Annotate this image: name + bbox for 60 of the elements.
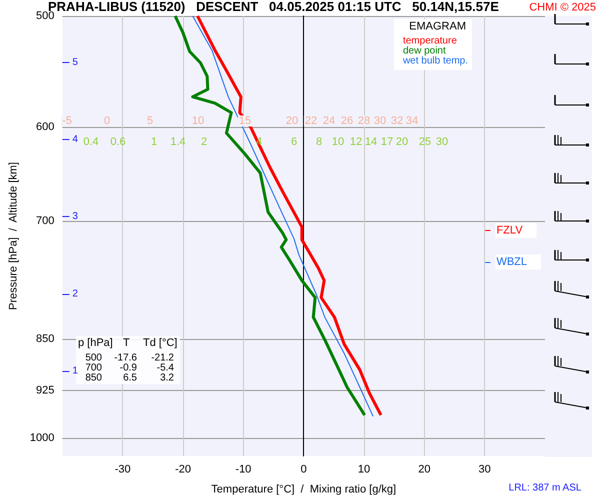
text: 850 6.5 3.2 [85, 372, 174, 384]
annotation: 20 [286, 115, 298, 127]
annotation: 0.4 [83, 136, 99, 148]
y-tick-label: 500 [36, 10, 54, 22]
annotation: 15 [238, 115, 252, 127]
annotation: 6 [290, 136, 298, 148]
annotation: 10 [192, 115, 204, 127]
ref-line-label: WBZL [496, 256, 528, 268]
text: wet bulb temp. [402, 56, 468, 66]
text: LRL: 387 m ASL [508, 482, 582, 494]
annotation: 30 [436, 136, 448, 148]
text: dew point [402, 46, 446, 56]
y-tick-label: 925 [36, 384, 54, 397]
y-tick-label: 700 [36, 214, 54, 227]
y-axis-title: Pressure [hPa] / Altitude [km] [8, 162, 20, 310]
annotation: -5 [62, 115, 72, 127]
x-axis-title: Temperature [°C] / Mixing ratio [g/kg] [211, 484, 396, 496]
annotation: 1 [150, 136, 158, 148]
y2-tick-label: 3 [72, 211, 78, 222]
y-tick-label: 850 [36, 333, 54, 346]
annotation: 28 [358, 115, 370, 127]
annotation: 30 [374, 115, 386, 127]
annotation: 17 [380, 136, 394, 148]
y-tick-label: 1000 [30, 432, 54, 444]
text: 500 -17.6 -21.2 [85, 352, 174, 364]
text: 700 -0.9 -5.4 [85, 362, 174, 374]
x-tick-label: -20 [175, 464, 191, 476]
annotation: 8 [316, 136, 322, 148]
x-tick-label: -10 [235, 464, 252, 476]
legend-title: EMAGRAM [409, 20, 466, 32]
annotation: 24 [322, 115, 336, 127]
y2-tick-label: 2 [72, 288, 78, 300]
annotation: 12 [350, 136, 362, 148]
annotation: 32 [390, 115, 404, 127]
annotation: 20 [396, 136, 408, 148]
y2-tick-label: 5 [72, 56, 78, 68]
annotation: 5 [146, 115, 154, 127]
x-tick-label: 0 [300, 464, 307, 476]
annotation: 22 [304, 115, 318, 127]
text: p [hPa] T Td [°C] [78, 337, 178, 349]
x-tick-label: 10 [358, 464, 370, 476]
annotation: 0.6 [110, 136, 126, 148]
text: CHMI © 2025 [529, 2, 596, 14]
x-tick-label: -30 [114, 464, 131, 476]
x-tick-label: 20 [418, 464, 430, 476]
y-tick-label: 600 [36, 121, 54, 133]
annotation: 25 [418, 136, 432, 148]
annotation: 14 [364, 136, 378, 148]
text: temperature [402, 36, 458, 46]
ref-line-label: FZLV [496, 224, 524, 236]
annotation: 34 [406, 115, 418, 127]
annotation: 1.4 [170, 136, 186, 148]
annotation: 4 [256, 136, 262, 148]
x-tick-label: 30 [478, 464, 491, 476]
annotation: 2 [200, 136, 208, 148]
annotation: 10 [332, 136, 344, 148]
y2-tick-label: 1 [72, 366, 78, 377]
annotation: 0 [104, 115, 110, 127]
y2-tick-label: 4 [72, 134, 78, 146]
annotation: 26 [340, 115, 354, 127]
